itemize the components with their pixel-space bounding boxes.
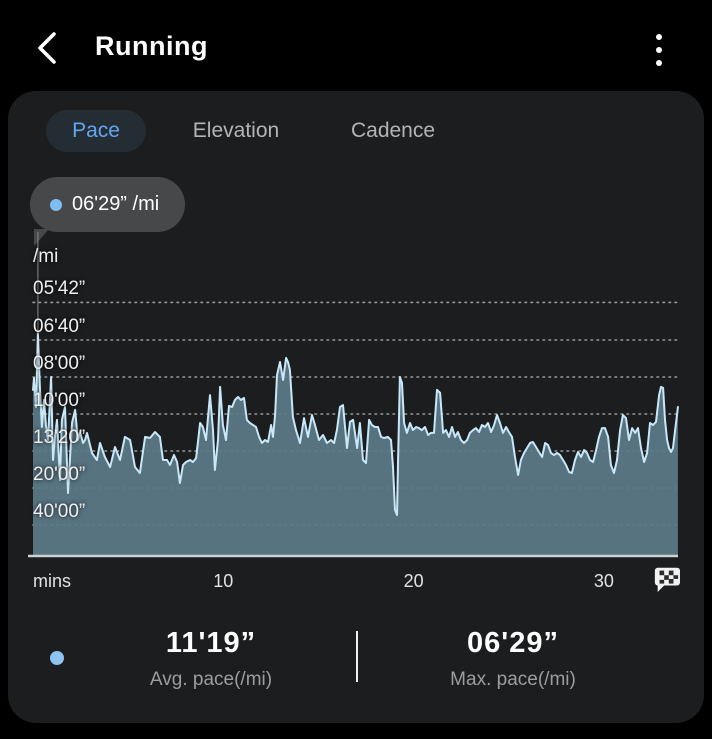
y-axis-tick-label: /mi	[33, 246, 59, 267]
y-axis-tick-label: 20'00”	[33, 464, 86, 485]
max-pace-label: Max. pace(/mi)	[450, 669, 576, 690]
back-button[interactable]	[28, 26, 72, 70]
y-axis-tick-label: 05'42”	[33, 278, 86, 300]
pace-chart[interactable]	[8, 91, 704, 723]
tab-cadence[interactable]: Cadence	[350, 119, 436, 142]
tooltip-dot-icon	[50, 198, 62, 211]
avg-pace-label: Avg. pace(/mi)	[149, 669, 273, 690]
tooltip-value: 06'29” /mi	[72, 193, 160, 215]
finish-flag-icon	[654, 567, 680, 592]
legend-dot-icon	[50, 651, 64, 665]
tab-pace[interactable]: Pace	[46, 110, 146, 152]
kebab-menu-icon	[656, 60, 662, 66]
y-axis-tick-label: 06'40”	[33, 316, 86, 337]
y-axis-tick-label: 13'20”	[33, 427, 86, 448]
x-axis-tick-label: 20	[403, 571, 424, 591]
x-axis-tick-label: 30	[593, 571, 614, 591]
kebab-menu-icon	[656, 47, 662, 53]
x-axis-tick-label: mins	[33, 571, 72, 591]
more-options-button[interactable]	[640, 24, 680, 74]
kebab-menu-icon	[656, 34, 662, 40]
stats-divider	[356, 631, 358, 682]
tab-elevation[interactable]: Elevation	[192, 119, 280, 142]
back-arrow-icon	[38, 32, 56, 64]
y-axis-tick-label: 40'00”	[33, 501, 86, 522]
y-axis-tick-label: 10'00”	[33, 390, 86, 411]
avg-pace-value: 11'19”	[165, 627, 257, 659]
max-pace-value: 06'29”	[467, 627, 559, 659]
y-axis-tick-label: 08'00”	[33, 353, 86, 374]
x-axis-tick-label: 10	[213, 571, 234, 591]
page-title: Running	[95, 31, 208, 61]
app-bar: Running	[0, 0, 712, 91]
pace-tooltip: 06'29” /mi	[30, 177, 186, 232]
chart-card: Pace Elevation Cadence 06'29” /mi /mi 05'…	[8, 91, 704, 723]
